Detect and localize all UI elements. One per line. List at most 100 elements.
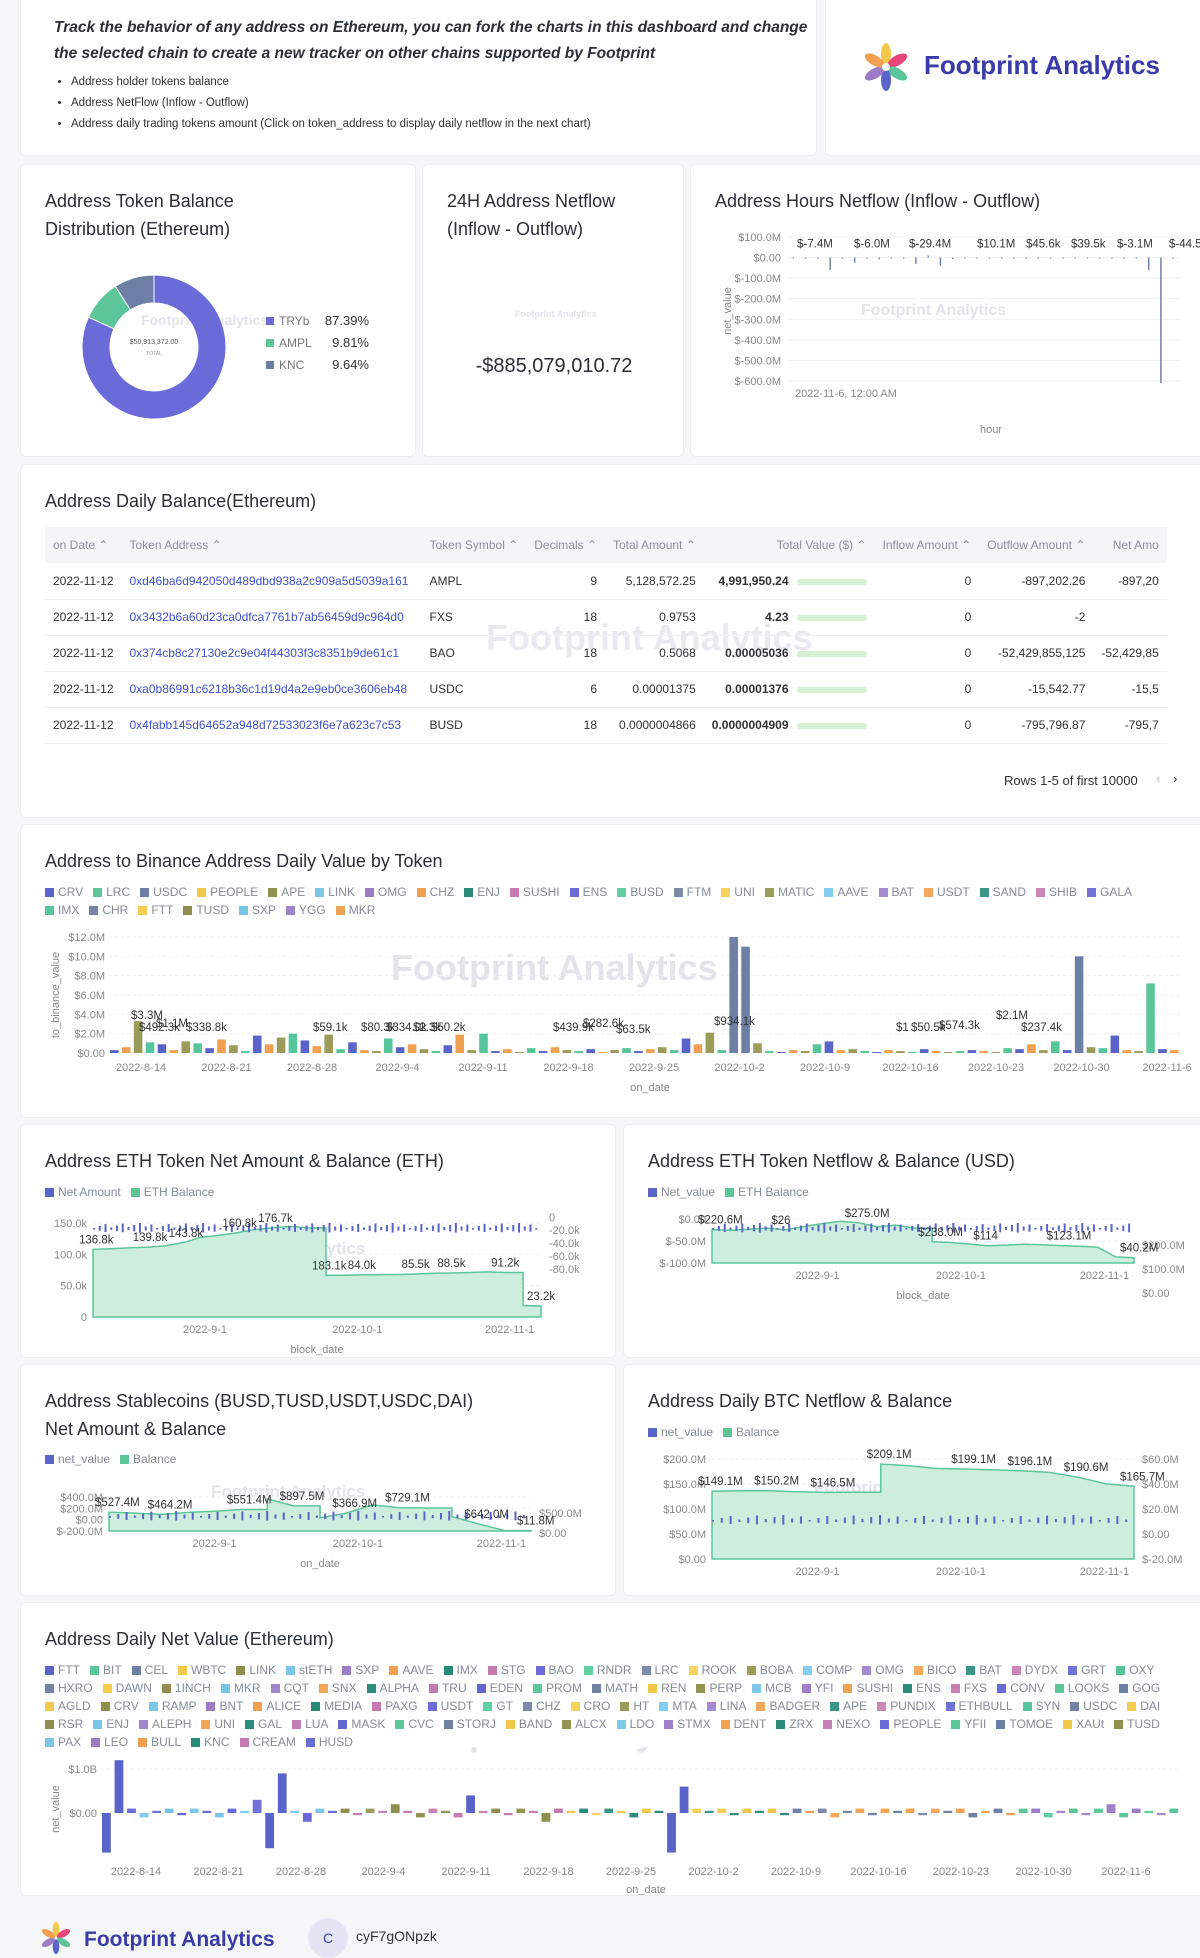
username[interactable]: cyF7gONpzk (356, 1928, 437, 1944)
legend-item[interactable]: ETH Balance (130, 1183, 214, 1201)
legend-item[interactable]: PEOPLE (880, 1715, 941, 1733)
legend-item[interactable]: IMX (45, 901, 79, 919)
legend-item[interactable]: ROOK (688, 1661, 737, 1679)
legend-item[interactable]: HXRO (45, 1679, 93, 1697)
legend-item[interactable]: SNX (318, 1679, 357, 1697)
legend-item[interactable]: BAND (505, 1715, 552, 1733)
legend-item[interactable]: DENT (720, 1715, 766, 1733)
legend-item[interactable]: CHR (89, 901, 128, 919)
legend-item[interactable]: YFII (951, 1715, 986, 1733)
legend-item[interactable]: HUSD (305, 1733, 353, 1751)
legend-item[interactable]: MATH (591, 1679, 638, 1697)
legend-item[interactable]: USDT (923, 883, 970, 901)
legend-item[interactable]: CHZ (416, 883, 454, 901)
legend-item[interactable]: TOMOE (996, 1715, 1053, 1733)
legend-item[interactable]: OMG (862, 1661, 904, 1679)
table-cell[interactable]: 0xa0b86991c6218b36c1d19d4a2e9eb0ce3606eb… (121, 671, 422, 708)
legend-item[interactable]: CONV (997, 1679, 1045, 1697)
legend-item[interactable]: PROM (532, 1679, 582, 1697)
legend-item[interactable]: DAWN (102, 1679, 152, 1697)
legend-item[interactable]: FTT (45, 1661, 80, 1679)
legend-item[interactable]: OXY (1116, 1661, 1155, 1679)
table-cell[interactable]: 0x4fabb145d64652a948d72533023f6e7a623c7c… (121, 707, 422, 744)
legend-item[interactable]: USDT (427, 1697, 473, 1715)
legend-item[interactable]: GAL (245, 1715, 282, 1733)
legend-item[interactable]: USDC (140, 883, 187, 901)
legend-item[interactable]: Balance (120, 1450, 176, 1468)
legend-item[interactable]: RNDR (583, 1661, 632, 1679)
legend-item[interactable]: BAO (535, 1661, 574, 1679)
legend-item[interactable]: OMG (364, 883, 407, 901)
legend-item[interactable]: ENJ (464, 883, 500, 901)
legend-item[interactable]: COMP (803, 1661, 852, 1679)
legend-item[interactable]: CVC (395, 1715, 434, 1733)
legend-item[interactable]: GRT (1068, 1661, 1106, 1679)
legend-item[interactable]: PEOPLE (197, 883, 258, 901)
column-header[interactable]: Token Address ⌃ (121, 527, 422, 563)
legend-item[interactable]: STG (487, 1661, 526, 1679)
legend-item[interactable]: ETH Balance (725, 1183, 809, 1201)
legend-item[interactable]: 1INCH (161, 1679, 211, 1697)
legend-item[interactable]: WBTC (178, 1661, 226, 1679)
legend-item[interactable]: BULL (138, 1733, 181, 1751)
legend-item[interactable]: BICO (913, 1661, 956, 1679)
legend-item[interactable]: ENS (903, 1679, 941, 1697)
legend-item[interactable]: BAT (878, 883, 914, 901)
legend-item[interactable]: CQT (270, 1679, 309, 1697)
legend-item[interactable]: LINK (236, 1661, 276, 1679)
legend-item[interactable]: LINK (315, 883, 355, 901)
legend-item[interactable]: GOG (1119, 1679, 1160, 1697)
legend-item[interactable]: UNI (721, 883, 755, 901)
legend-item[interactable]: Net Amount (45, 1183, 121, 1201)
legend-item[interactable]: RSR (45, 1715, 83, 1733)
legend-item[interactable]: DAI (1127, 1697, 1160, 1715)
legend-item[interactable]: BUSD (617, 883, 664, 901)
column-header[interactable]: Token Symbol ⌃ (421, 527, 527, 563)
legend-item[interactable]: MKR (335, 901, 375, 919)
legend-item[interactable]: TUSD (1114, 1715, 1160, 1733)
legend-item[interactable]: CEL (131, 1661, 168, 1679)
legend-item[interactable]: APE (830, 1697, 867, 1715)
legend-item[interactable]: XAUt (1063, 1715, 1104, 1733)
legend-item[interactable]: LEO (91, 1733, 128, 1751)
legend-item[interactable]: ENJ (93, 1715, 129, 1733)
table-cell[interactable]: 0x3432b6a60d23ca0dfca7761b7ab56459d9c964… (121, 599, 422, 636)
legend-item[interactable]: UNI (201, 1715, 235, 1733)
next-page-icon[interactable]: › (1173, 771, 1178, 786)
table-cell[interactable]: 0xd46ba6d942050d489dbd938a2c909a5d5039a1… (121, 563, 422, 600)
column-header[interactable]: on Date ⌃ (45, 527, 122, 563)
legend-item[interactable]: YGG (286, 901, 326, 919)
legend-item[interactable]: CRV (100, 1697, 139, 1715)
legend-item[interactable]: AAVE (824, 883, 869, 901)
legend-item[interactable]: MASK (338, 1715, 385, 1733)
legend-item[interactable]: ALICE (253, 1697, 301, 1715)
legend-item[interactable]: LRC (641, 1661, 679, 1679)
legend-item[interactable]: PAX (45, 1733, 81, 1751)
column-header[interactable]: Decimals ⌃ (526, 527, 605, 563)
legend-item[interactable]: GALA (1087, 883, 1132, 901)
footer-brand-name[interactable]: Footprint Analytics (84, 1928, 275, 1951)
legend-item[interactable]: EDEN (476, 1679, 523, 1697)
legend-item[interactable]: ALCX (562, 1715, 607, 1733)
legend-item[interactable]: LDO (616, 1715, 654, 1733)
legend-item[interactable]: USDC (1070, 1697, 1117, 1715)
legend-item[interactable]: PERP (696, 1679, 742, 1697)
column-header[interactable]: Net Amo (1093, 527, 1167, 563)
legend-item[interactable]: MEDIA (311, 1697, 362, 1715)
legend-item[interactable]: RAMP (148, 1697, 196, 1715)
column-header[interactable]: Outflow Amount ⌃ (979, 527, 1094, 563)
legend-item[interactable]: Balance (723, 1423, 779, 1441)
legend-item[interactable]: SXP (239, 901, 276, 919)
legend-item[interactable]: LOOKS (1054, 1679, 1109, 1697)
legend-item[interactable]: HT (620, 1697, 649, 1715)
legend-item[interactable]: LINA (706, 1697, 746, 1715)
avatar[interactable]: C (308, 1918, 348, 1958)
legend-item[interactable]: FTT (138, 901, 173, 919)
legend-item[interactable]: CRV (45, 883, 83, 901)
legend-item[interactable]: ETHBULL (945, 1697, 1013, 1715)
legend-item[interactable]: KNC (191, 1733, 230, 1751)
legend-item[interactable]: NEXO (823, 1715, 870, 1733)
table-cell[interactable]: 0x374cb8c27130e2c9e04f44303f3c8351b9de61… (121, 635, 422, 672)
legend-item[interactable]: stETH (286, 1661, 332, 1679)
legend-item[interactable]: IMX (443, 1661, 478, 1679)
